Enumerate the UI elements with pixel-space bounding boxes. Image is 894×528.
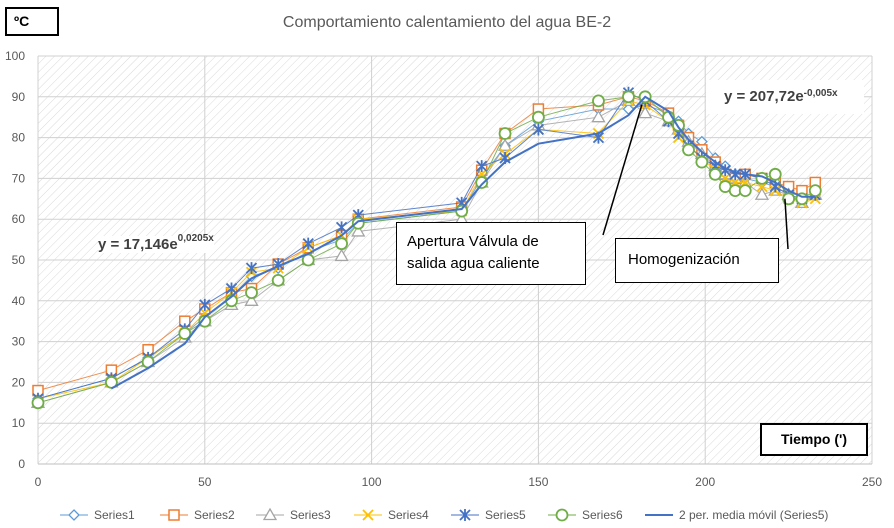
data-point — [532, 110, 545, 124]
legend: Series1 Series2 Series3 Series4 Series5 Serie… — [0, 506, 894, 526]
y-axis-label: ºC — [5, 7, 59, 36]
trendline-equation-cooling: y = 207,72e-0,005x — [706, 80, 864, 114]
x-tick-label: 100 — [362, 475, 382, 489]
data-point — [695, 155, 709, 169]
series-layer — [30, 86, 823, 410]
x-axis-label: Tiempo (') — [760, 423, 868, 456]
data-point — [738, 184, 752, 198]
legend-swatch-marker — [68, 509, 80, 521]
data-point — [335, 221, 348, 234]
y-tick-label: 80 — [12, 131, 26, 145]
data-point — [682, 143, 695, 157]
data-point — [31, 396, 45, 410]
legend-label: 2 per. media móvil (Series5) — [679, 508, 829, 522]
data-point — [245, 286, 258, 300]
data-point — [498, 127, 512, 140]
x-tick-label: 250 — [862, 475, 882, 489]
legend-label: Series2 — [194, 508, 235, 522]
data-point — [178, 327, 192, 340]
data-point — [244, 293, 259, 306]
x-tick-label: 0 — [35, 475, 42, 489]
trendline-exponent: 0,0205x — [177, 233, 214, 244]
annotation-valve-opening: Apertura Válvula de salida agua caliente — [396, 222, 586, 285]
data-point — [768, 167, 782, 181]
data-point — [591, 109, 606, 123]
y-tick-label: 50 — [12, 253, 26, 267]
legend-swatch — [548, 508, 576, 522]
legend-swatch-marker — [168, 509, 180, 521]
data-point — [475, 176, 489, 189]
legend-swatch — [645, 514, 673, 516]
data-point — [271, 273, 285, 287]
data-point — [754, 187, 770, 200]
legend-swatch — [256, 507, 284, 521]
x-tick-label: 150 — [528, 475, 548, 489]
data-point — [532, 123, 545, 136]
legend-label: Series4 — [388, 508, 429, 522]
y-tick-label: 20 — [12, 375, 26, 389]
series-7 — [110, 95, 816, 390]
y-tick-label: 70 — [12, 171, 26, 185]
data-point — [497, 138, 513, 151]
y-tick-label: 10 — [12, 416, 26, 430]
data-point — [334, 248, 349, 262]
legend-swatch — [451, 509, 479, 521]
data-point — [708, 167, 722, 181]
data-point — [198, 314, 212, 328]
legend-label: Series5 — [485, 508, 526, 522]
data-point — [245, 262, 258, 275]
legend-swatch — [160, 509, 188, 521]
x-tick-label: 50 — [198, 475, 212, 489]
annotation-arrows — [602, 104, 789, 250]
data-point — [808, 184, 822, 198]
legend-label: Series1 — [94, 508, 135, 522]
legend-swatch — [354, 509, 382, 521]
annotation-pointer-homogenization — [784, 198, 789, 250]
data-point — [476, 160, 488, 173]
axes: 0 10 20 30 40 50 60 70 80 90 100 0 50 100 150 200 250 — [5, 49, 882, 489]
data-point — [592, 94, 605, 108]
data-point — [351, 224, 366, 237]
trendline-base: y = 207,72e — [724, 88, 804, 105]
data-point — [638, 105, 653, 119]
y-tick-label: 60 — [12, 212, 26, 226]
data-point — [335, 237, 348, 251]
annotation-line: Apertura Válvula de — [407, 233, 539, 250]
y-tick-label: 0 — [18, 457, 25, 471]
annotation-homogenization: Homogenización — [615, 238, 779, 283]
trendline-base: y = 17,146e — [98, 236, 178, 253]
x-tick-label: 200 — [695, 475, 715, 489]
data-point — [225, 282, 238, 295]
y-tick-label: 100 — [5, 49, 25, 63]
moving-average-line — [110, 95, 816, 390]
annotation-pointer-valve — [602, 104, 643, 236]
chart-title: Comportamiento calentamiento del agua BE… — [282, 14, 612, 31]
data-point — [199, 298, 211, 311]
legend-label: Series6 — [582, 508, 623, 522]
trendline-exponent: -0,005x — [803, 88, 838, 99]
legend-swatch-marker — [362, 509, 374, 521]
y-tick-label: 40 — [12, 294, 26, 308]
annotation-text: Homogenización — [628, 251, 740, 268]
legend-swatch — [60, 509, 88, 521]
annotation-line: salida agua caliente — [407, 255, 540, 272]
y-tick-label: 90 — [12, 90, 26, 104]
trendline-equation-heating: y = 17,146e0,0205x — [98, 233, 214, 253]
legend-swatch-marker — [459, 509, 471, 521]
data-point — [455, 204, 469, 218]
legend-label: Series3 — [290, 508, 331, 522]
data-point — [622, 90, 635, 104]
legend-swatch-marker — [555, 508, 569, 522]
legend-swatch-marker — [262, 507, 278, 521]
data-point — [302, 237, 314, 250]
y-tick-label: 30 — [12, 335, 26, 349]
series-6 — [31, 90, 822, 410]
